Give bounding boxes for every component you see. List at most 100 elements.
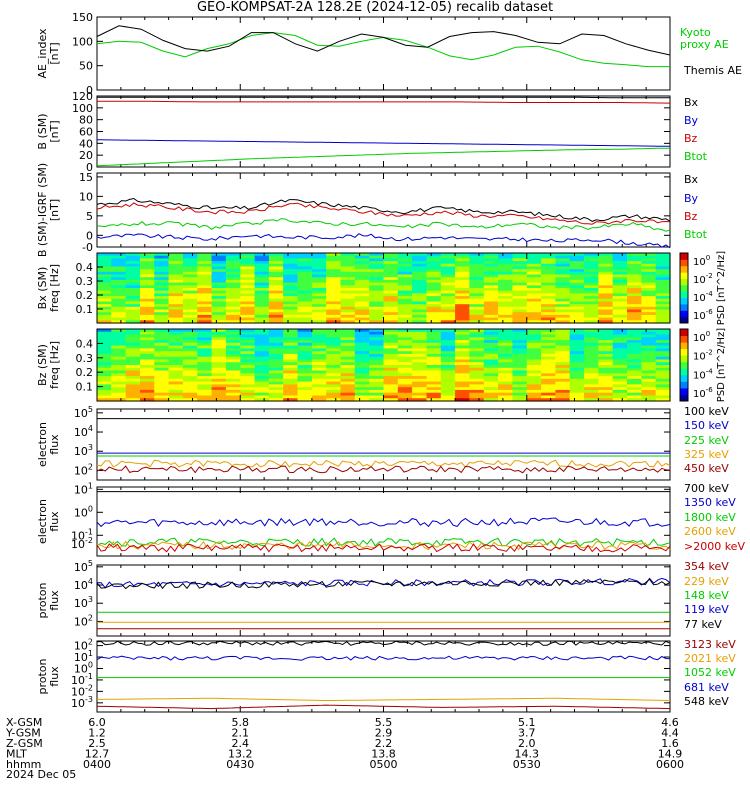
spectrogram-cell [383, 367, 399, 372]
spectrogram-cell [311, 261, 327, 265]
spectrogram-cell [197, 263, 213, 268]
spectrogram-cell [655, 298, 671, 303]
spectrogram-cell [541, 258, 556, 262]
spectrogram-cell [584, 378, 599, 383]
spectrogram-cell [383, 312, 399, 316]
legend-entry: Bx [684, 173, 699, 186]
spectrogram-cell [168, 253, 184, 257]
spectrogram-cell [440, 258, 456, 262]
spectrogram-cell [125, 367, 141, 372]
spectrogram-cell [240, 269, 256, 273]
spectrogram-cell [584, 296, 599, 300]
spectrogram-cell [584, 269, 599, 273]
spectrogram-cell [655, 381, 671, 385]
spectrogram-cell [426, 277, 442, 281]
spectrogram-cell [268, 395, 284, 399]
spectrogram-cell [311, 285, 327, 289]
spectrogram-cell [311, 356, 327, 361]
spectrogram-cell [283, 353, 299, 358]
spectrogram-cell [541, 274, 556, 278]
spectrogram-cell [340, 395, 356, 399]
spectrogram-cell [584, 356, 599, 361]
series-line-by [96, 233, 671, 249]
spectrogram-cell [340, 370, 356, 374]
spectrogram-cell [211, 345, 227, 349]
spectrogram-cell [512, 312, 528, 316]
spectrogram-cell [254, 365, 270, 369]
spectrogram-cell [655, 389, 671, 394]
spectrogram-cell [369, 255, 385, 259]
spectrogram-cell [326, 306, 342, 311]
spectrogram-cell [140, 253, 155, 257]
spectrogram-cell [598, 359, 614, 363]
spectrogram-cell [140, 342, 155, 347]
spectrogram-cell [440, 274, 456, 278]
spectrogram-cell [182, 277, 198, 281]
spectrogram-cell [426, 359, 442, 363]
spectrogram-cell [283, 345, 299, 349]
spectrogram-cell [283, 306, 299, 311]
spectrogram-cell [111, 253, 127, 257]
spectrogram-cell [584, 266, 599, 270]
spectrogram-cell [254, 312, 270, 316]
spectrogram-cell [140, 378, 155, 383]
spectrogram-cell [541, 353, 556, 358]
spectrogram-cell [254, 395, 270, 399]
spectrogram-cell [254, 266, 270, 270]
spectrogram-cell [455, 348, 470, 352]
spectrogram-cell [426, 378, 442, 383]
spectrogram-cell [598, 271, 614, 276]
spectrogram-cell [397, 253, 413, 257]
spectrogram-cell [440, 373, 456, 377]
spectrogram-cell [168, 370, 184, 374]
spectrogram-cell [297, 304, 313, 308]
spectrogram-cell [326, 373, 342, 377]
spectrogram-cell [211, 320, 227, 324]
spectrogram-cell [512, 285, 528, 289]
spectrogram-cell [168, 306, 184, 311]
spectrogram-cell [627, 348, 642, 352]
spectrogram-cell [555, 348, 571, 352]
spectrogram-cell [655, 317, 671, 321]
spectrogram-cell [125, 392, 141, 397]
spectrogram-cell [555, 258, 571, 262]
spectrogram-cell [584, 359, 599, 363]
spectrogram-cell [283, 314, 299, 319]
spectrogram-cell [326, 334, 342, 338]
spectrogram-cell [369, 367, 385, 372]
spectrogram-cell [240, 255, 256, 259]
spectrogram-cell [311, 389, 327, 394]
spectrogram-cell [569, 398, 585, 402]
spectrogram-cell [469, 317, 485, 321]
spectrogram-cell [182, 392, 198, 397]
spectrogram-cell [555, 367, 571, 372]
spectrogram-cell [340, 384, 356, 388]
spectrogram-cell [412, 312, 427, 316]
spectrogram-cell [197, 309, 213, 313]
spectrogram-cell [211, 392, 227, 397]
spectrogram-cell [311, 290, 327, 294]
spectrogram-cell [440, 296, 456, 300]
spectrogram-cell [168, 342, 184, 347]
spectrogram-cell [211, 356, 227, 361]
spectrogram-cell [455, 282, 470, 286]
spectrogram-cell [240, 253, 256, 257]
spectrogram-cell [569, 356, 585, 361]
spectrogram-cell [240, 266, 256, 270]
spectrogram-cell [627, 288, 642, 292]
spectrogram-cell [111, 263, 127, 268]
spectrogram-cell [541, 351, 556, 355]
spectrogram-cell [397, 373, 413, 377]
spectrogram-cell [254, 282, 270, 286]
spectrogram-cell [555, 365, 571, 369]
spectrogram-cell [311, 271, 327, 276]
spectrogram-cell [426, 298, 442, 303]
ephemeris-value: 0500 [370, 758, 398, 771]
spectrogram-cell [512, 362, 528, 366]
spectrogram-cell [225, 301, 241, 305]
spectrogram-cell [240, 387, 256, 391]
legend-entry: Btot [684, 150, 708, 163]
spectrogram-cell [526, 353, 542, 358]
spectrogram-cell [412, 356, 427, 361]
spectrogram-cell [555, 266, 571, 270]
